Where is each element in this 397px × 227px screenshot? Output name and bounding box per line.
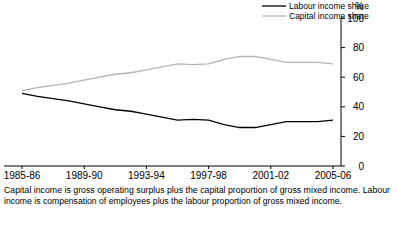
plot-lines	[22, 56, 333, 127]
x-tick-label: 2005-06	[315, 170, 352, 181]
y-tick	[341, 47, 345, 48]
y-tick-label: 60	[353, 72, 365, 83]
x-tick-label: 1985-86	[4, 170, 41, 181]
x-tick	[146, 166, 147, 169]
x-tick-label: 2001-02	[252, 170, 289, 181]
y-tick-label: 80	[353, 42, 365, 53]
x-tick	[270, 166, 271, 169]
x-tick	[333, 166, 334, 169]
footnote: income is compensation of employees plus…	[4, 196, 342, 206]
footnote: Capital income is gross operating surplu…	[4, 185, 390, 195]
y-tick-label: 40	[353, 101, 365, 112]
x-tick	[208, 166, 209, 169]
legend-label: Labour income share	[289, 1, 369, 11]
y-tick-label: 0	[358, 161, 364, 172]
legend-swatch	[262, 15, 286, 16]
y-tick	[341, 106, 345, 107]
series-line	[22, 56, 333, 90]
legend-label: Capital income share	[289, 11, 369, 21]
x-tick-label: 1997-98	[190, 170, 227, 181]
x-tick	[22, 166, 23, 169]
y-tick	[341, 77, 345, 78]
series-line	[22, 93, 333, 127]
y-tick	[341, 136, 345, 137]
legend-swatch	[262, 5, 286, 6]
x-axis	[4, 166, 341, 167]
y-tick	[341, 166, 345, 167]
y-axis	[341, 18, 342, 166]
x-tick-label: 1993-94	[128, 170, 165, 181]
chart: 020406080100%1985-861989-901993-941997-9…	[0, 0, 397, 227]
x-tick	[84, 166, 85, 169]
y-tick-label: 20	[353, 131, 365, 142]
x-tick-label: 1989-90	[66, 170, 103, 181]
